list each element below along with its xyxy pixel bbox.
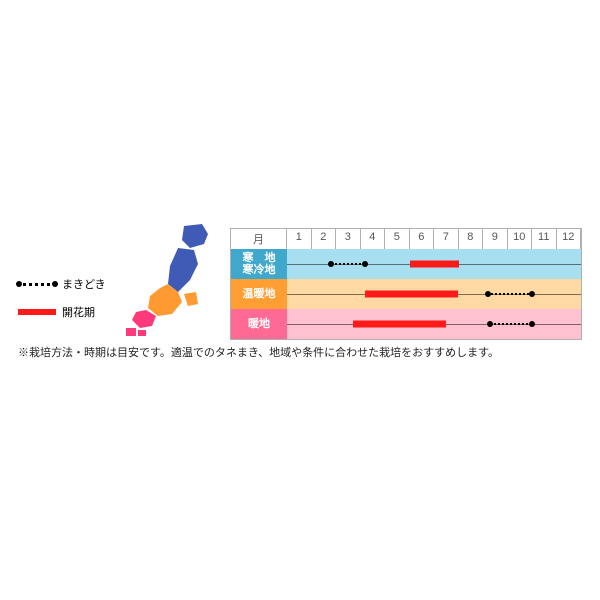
region-band: [287, 249, 581, 279]
sowing-period: [488, 293, 532, 295]
month-header: 5: [385, 229, 410, 249]
month-header: 3: [336, 229, 361, 249]
month-header: 8: [459, 229, 484, 249]
bloom-period: [353, 321, 446, 328]
map-region-temperate: [148, 284, 198, 316]
footnote: ※栽培方法・時期は目安です。適温でのタネまき、地域や条件に合わせた栽培をおすすめ…: [18, 344, 582, 360]
planting-calendar: まきどき 開花期: [18, 220, 582, 360]
map-region-cold: [168, 224, 208, 292]
legend-swatch-bloom: [18, 309, 56, 315]
month-header: 9: [483, 229, 508, 249]
month-header: 4: [361, 229, 386, 249]
month-header: 7: [434, 229, 459, 249]
sowing-period: [490, 323, 532, 325]
region-band: [287, 279, 581, 309]
region-label: 温暖地: [231, 279, 287, 309]
japan-map: [124, 220, 224, 340]
legend-item-bloom: 開花期: [18, 304, 118, 320]
calendar-chart: 月123456789101112寒 地寒冷地温暖地暖地: [230, 228, 582, 340]
month-header: 月: [231, 229, 287, 249]
japan-map-svg: [124, 220, 224, 340]
month-header: 11: [532, 229, 557, 249]
month-header: 6: [410, 229, 435, 249]
month-header: 1: [287, 229, 312, 249]
region-band: [287, 309, 581, 339]
month-header: 10: [508, 229, 533, 249]
bloom-period: [410, 261, 459, 268]
top-row: まきどき 開花期: [18, 220, 582, 340]
legend-label-sowing: まきどき: [62, 276, 106, 292]
month-header: 12: [557, 229, 582, 249]
bloom-period: [365, 291, 458, 298]
legend-swatch-sowing: [18, 283, 56, 286]
region-label: 寒 地寒冷地: [231, 249, 287, 279]
region-label: 暖地: [231, 309, 287, 339]
sowing-period: [331, 263, 365, 265]
chart-grid: 月123456789101112寒 地寒冷地温暖地暖地: [230, 228, 582, 340]
map-region-warm: [126, 310, 156, 336]
month-header: 2: [312, 229, 337, 249]
legend: まきどき 開花期: [18, 276, 118, 340]
legend-item-sowing: まきどき: [18, 276, 118, 292]
legend-label-bloom: 開花期: [62, 304, 95, 320]
